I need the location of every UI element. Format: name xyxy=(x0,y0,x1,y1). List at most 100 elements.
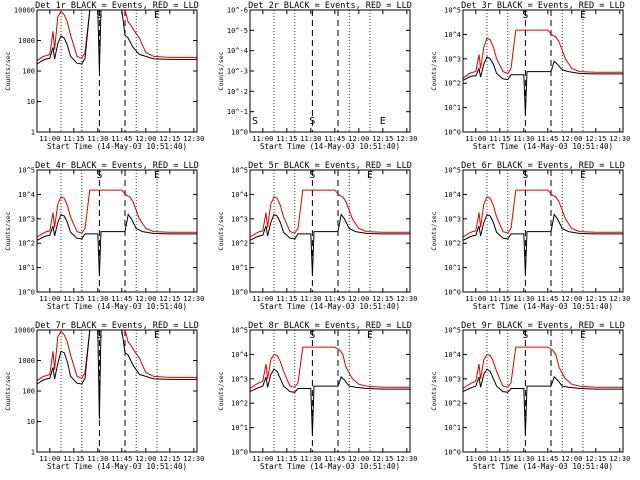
y-tick-label: 10^3 xyxy=(444,55,461,63)
marker-e: E xyxy=(154,10,160,21)
marker-e: E xyxy=(380,116,386,127)
x-tick-label: 11:45 xyxy=(111,455,132,463)
x-tick-label: 11:00 xyxy=(39,135,60,143)
series-black-line xyxy=(36,329,197,420)
series-red-line xyxy=(36,9,197,62)
x-tick-label: 12:15 xyxy=(159,135,180,143)
x-tick-label: 11:15 xyxy=(489,455,510,463)
x-tick-label: 11:15 xyxy=(276,455,297,463)
y-tick-label: 10^-6 xyxy=(227,7,248,15)
x-axis-label: Start Time (14-May-03 10:51:40) xyxy=(473,462,613,471)
y-tick-label: 10000 xyxy=(14,7,35,15)
x-tick-label: 12:00 xyxy=(135,295,156,303)
plot-frame xyxy=(462,9,624,133)
y-tick-label: 10^0 xyxy=(231,289,248,297)
x-tick-label: 12:15 xyxy=(585,295,606,303)
x-axis-label: Start Time (14-May-03 10:51:40) xyxy=(47,142,187,151)
y-tick-label: 10^4 xyxy=(444,191,461,199)
y-tick-label: 10^4 xyxy=(18,191,35,199)
y-tick-label: 10^0 xyxy=(444,449,461,457)
y-tick-label: 10^4 xyxy=(231,191,248,199)
x-axis-label: Start Time (14-May-03 10:51:40) xyxy=(260,302,400,311)
x-axis-label: Start Time (14-May-03 10:51:40) xyxy=(47,462,187,471)
marker-e: E xyxy=(580,330,586,341)
y-tick-label: 10^0 xyxy=(18,289,35,297)
marker-e: E xyxy=(580,170,586,181)
plot-frame xyxy=(249,169,411,293)
y-tick-label: 10^4 xyxy=(444,31,461,39)
series-red-line xyxy=(249,189,410,238)
y-axis-label: Counts/sec xyxy=(4,371,12,410)
x-tick-label: 12:00 xyxy=(348,455,369,463)
plot-frame xyxy=(36,169,198,293)
x-tick-label: 11:45 xyxy=(537,455,558,463)
series-red-line xyxy=(36,189,197,238)
x-tick-label: 12:00 xyxy=(348,135,369,143)
series-red-line xyxy=(36,329,197,382)
y-tick-label: 10 xyxy=(27,98,35,106)
series-red-line xyxy=(462,189,623,238)
x-tick-label: 12:15 xyxy=(159,295,180,303)
y-axis-label: Counts/sec xyxy=(430,371,438,410)
y-tick-label: 10^2 xyxy=(231,240,248,248)
y-tick-label: 10^3 xyxy=(18,215,35,223)
x-tick-label: 11:00 xyxy=(465,455,486,463)
y-tick-label: 10^3 xyxy=(231,375,248,383)
y-tick-label: 100 xyxy=(22,68,35,76)
x-tick-label: 11:45 xyxy=(537,135,558,143)
x-axis-label: Start Time (14-May-03 10:51:40) xyxy=(260,142,400,151)
series-red-line xyxy=(462,346,623,389)
x-tick-label: 12:15 xyxy=(159,455,180,463)
y-axis-label: Counts/sec xyxy=(430,51,438,90)
y-tick-label: 1 xyxy=(31,449,35,457)
y-tick-label: 10^0 xyxy=(231,449,248,457)
marker-e: E xyxy=(367,330,373,341)
x-tick-label: 11:15 xyxy=(276,135,297,143)
x-tick-label: 11:15 xyxy=(489,295,510,303)
y-tick-label: 10^3 xyxy=(231,215,248,223)
y-tick-label: 10^4 xyxy=(444,351,461,359)
panel-title: Det 3r BLACK = Events, RED = LLD xyxy=(461,1,625,11)
y-tick-label: 1 xyxy=(31,129,35,137)
marker-s: S xyxy=(522,330,528,341)
y-tick-label: 10^1 xyxy=(231,424,248,432)
marker-s: S xyxy=(309,330,315,341)
x-tick-label: 11:30 xyxy=(513,135,534,143)
panel-title: Det 7r BLACK = Events, RED = LLD xyxy=(35,321,199,331)
marker-s: S xyxy=(96,170,102,181)
y-axis-label: Counts/sec xyxy=(4,51,12,90)
series-black-line xyxy=(462,56,623,115)
x-axis-label: Start Time (14-May-03 10:51:40) xyxy=(260,462,400,471)
series-black-line xyxy=(249,368,410,435)
plot-frame xyxy=(249,329,411,453)
series-red-line xyxy=(462,29,623,79)
y-tick-label: 10000 xyxy=(14,327,35,335)
plot-frame xyxy=(462,169,624,293)
x-tick-label: 12:15 xyxy=(372,455,393,463)
y-axis-label: Counts/sec xyxy=(4,211,12,250)
x-tick-label: 11:00 xyxy=(252,135,273,143)
panel-title: Det 5r BLACK = Events, RED = LLD xyxy=(248,161,412,171)
y-tick-label: 10^2 xyxy=(231,400,248,408)
x-tick-label: 12:15 xyxy=(585,135,606,143)
y-tick-label: 1000 xyxy=(18,357,35,365)
y-tick-label: 10^2 xyxy=(444,240,461,248)
x-tick-label: 11:45 xyxy=(324,455,345,463)
panel-title: Det 2r BLACK = Events, RED = LLD xyxy=(248,1,412,11)
x-tick-label: 12:00 xyxy=(561,295,582,303)
y-axis-label: Counts/sec xyxy=(217,51,225,90)
x-tick-label: 12:15 xyxy=(585,455,606,463)
y-tick-label: 10^-5 xyxy=(227,27,248,35)
y-tick-label: 1000 xyxy=(18,37,35,45)
x-tick-label: 11:45 xyxy=(111,135,132,143)
series-black-line xyxy=(36,213,197,275)
x-tick-label: 12:30 xyxy=(396,295,417,303)
x-tick-label: 11:45 xyxy=(537,295,558,303)
x-tick-label: 11:00 xyxy=(252,295,273,303)
x-tick-label: 12:00 xyxy=(561,455,582,463)
